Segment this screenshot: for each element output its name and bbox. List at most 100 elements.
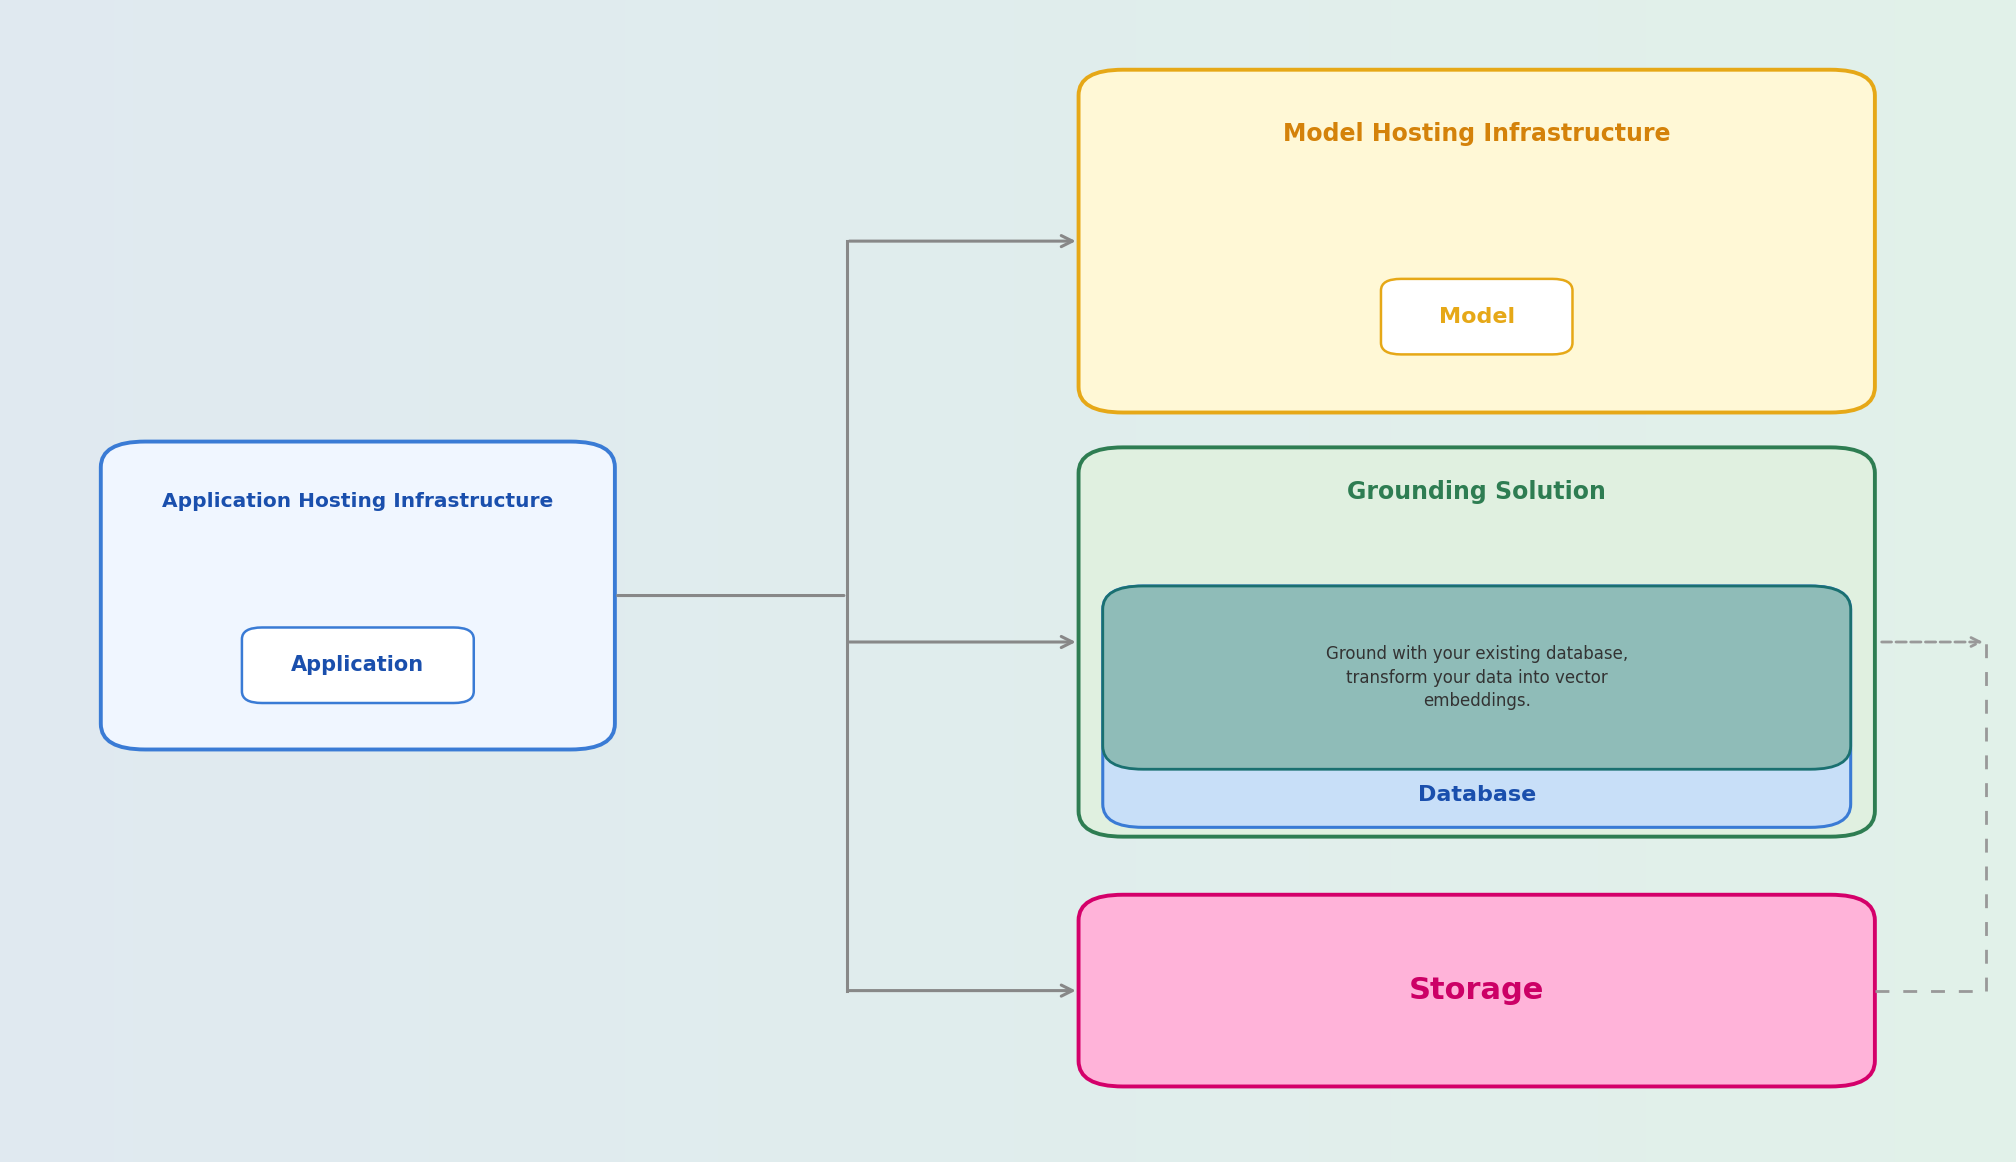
Bar — [907, 0, 915, 1162]
Bar — [1345, 0, 1353, 1162]
Bar — [1788, 0, 1796, 1162]
Bar — [1538, 0, 1548, 1162]
Bar — [1693, 0, 1702, 1162]
Bar — [121, 0, 129, 1162]
FancyBboxPatch shape — [1079, 447, 1875, 837]
Bar — [167, 0, 177, 1162]
Bar — [1909, 0, 1917, 1162]
Bar — [1264, 0, 1272, 1162]
Bar — [1337, 0, 1347, 1162]
Bar — [26, 0, 36, 1162]
Bar — [1028, 0, 1036, 1162]
Bar — [1445, 0, 1454, 1162]
Bar — [1566, 0, 1574, 1162]
Bar — [766, 0, 774, 1162]
Bar — [1385, 0, 1393, 1162]
Bar — [498, 0, 506, 1162]
Bar — [242, 0, 250, 1162]
Bar — [1506, 0, 1514, 1162]
Bar — [700, 0, 708, 1162]
Bar — [1593, 0, 1601, 1162]
Bar — [706, 0, 714, 1162]
Bar — [1123, 0, 1131, 1162]
Bar — [599, 0, 607, 1162]
Bar — [645, 0, 653, 1162]
Bar — [1970, 0, 1978, 1162]
Bar — [1800, 0, 1810, 1162]
Bar — [780, 0, 788, 1162]
Bar — [323, 0, 331, 1162]
Bar — [1734, 0, 1742, 1162]
Bar — [329, 0, 339, 1162]
Bar — [1256, 0, 1266, 1162]
Bar — [752, 0, 762, 1162]
Bar — [1748, 0, 1756, 1162]
Bar — [464, 0, 472, 1162]
Bar — [1526, 0, 1534, 1162]
FancyBboxPatch shape — [1103, 586, 1851, 827]
Bar — [1075, 0, 1085, 1162]
Bar — [450, 0, 460, 1162]
Bar — [591, 0, 601, 1162]
Bar — [881, 0, 889, 1162]
Bar — [954, 0, 964, 1162]
Bar — [1875, 0, 1883, 1162]
Bar — [1990, 0, 1998, 1162]
Bar — [1316, 0, 1327, 1162]
Bar — [619, 0, 627, 1162]
Bar — [1639, 0, 1649, 1162]
Bar — [337, 0, 345, 1162]
Bar — [276, 0, 284, 1162]
Bar — [1244, 0, 1252, 1162]
Bar — [1633, 0, 1641, 1162]
Bar — [1579, 0, 1589, 1162]
Bar — [1667, 0, 1675, 1162]
Bar — [1115, 0, 1125, 1162]
Bar — [1054, 0, 1064, 1162]
Bar — [1996, 0, 2004, 1162]
Bar — [1949, 0, 1958, 1162]
Bar — [1659, 0, 1669, 1162]
Bar — [175, 0, 183, 1162]
Bar — [1627, 0, 1635, 1162]
Bar — [792, 0, 802, 1162]
Bar — [1780, 0, 1790, 1162]
Bar — [1290, 0, 1298, 1162]
Bar — [1607, 0, 1615, 1162]
Bar — [1768, 0, 1776, 1162]
Bar — [115, 0, 123, 1162]
Bar — [530, 0, 540, 1162]
Bar — [1377, 0, 1387, 1162]
Bar — [256, 0, 264, 1162]
Bar — [659, 0, 667, 1162]
Bar — [1149, 0, 1157, 1162]
Bar — [550, 0, 560, 1162]
Bar — [1814, 0, 1822, 1162]
Bar — [1109, 0, 1117, 1162]
Bar — [1889, 0, 1897, 1162]
Bar — [1552, 0, 1560, 1162]
Bar — [605, 0, 613, 1162]
Text: Database: Database — [1417, 784, 1536, 805]
Bar — [484, 0, 492, 1162]
Bar — [1163, 0, 1171, 1162]
Bar — [1083, 0, 1091, 1162]
Bar — [423, 0, 431, 1162]
Bar — [308, 0, 319, 1162]
Bar — [107, 0, 117, 1162]
Bar — [726, 0, 734, 1162]
Bar — [974, 0, 984, 1162]
Bar — [1754, 0, 1762, 1162]
Bar — [611, 0, 621, 1162]
Bar — [1068, 0, 1077, 1162]
Bar — [1183, 0, 1191, 1162]
Bar — [282, 0, 290, 1162]
Bar — [81, 0, 89, 1162]
Bar — [913, 0, 923, 1162]
Bar — [1921, 0, 1931, 1162]
Bar — [288, 0, 298, 1162]
Bar — [54, 0, 62, 1162]
Bar — [988, 0, 996, 1162]
Bar — [1014, 0, 1024, 1162]
Bar — [1708, 0, 1716, 1162]
